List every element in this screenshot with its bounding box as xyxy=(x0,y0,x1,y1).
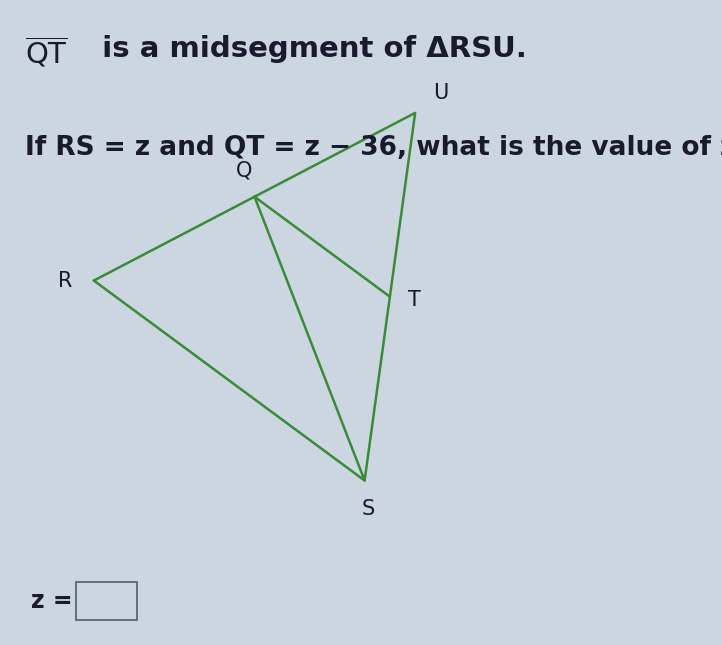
Text: S: S xyxy=(362,499,375,519)
Text: U: U xyxy=(433,83,448,103)
Text: Q: Q xyxy=(235,161,252,181)
Text: If RS = z and QT = z − 36, what is the value of z?: If RS = z and QT = z − 36, what is the v… xyxy=(25,135,722,161)
Text: R: R xyxy=(58,270,72,291)
Text: is a midsegment of ΔRSU.: is a midsegment of ΔRSU. xyxy=(92,35,526,63)
Text: T: T xyxy=(408,290,421,310)
Text: $\overline{\mathrm{QT}}$: $\overline{\mathrm{QT}}$ xyxy=(25,35,68,70)
Text: z =: z = xyxy=(30,589,72,613)
FancyBboxPatch shape xyxy=(76,582,137,620)
